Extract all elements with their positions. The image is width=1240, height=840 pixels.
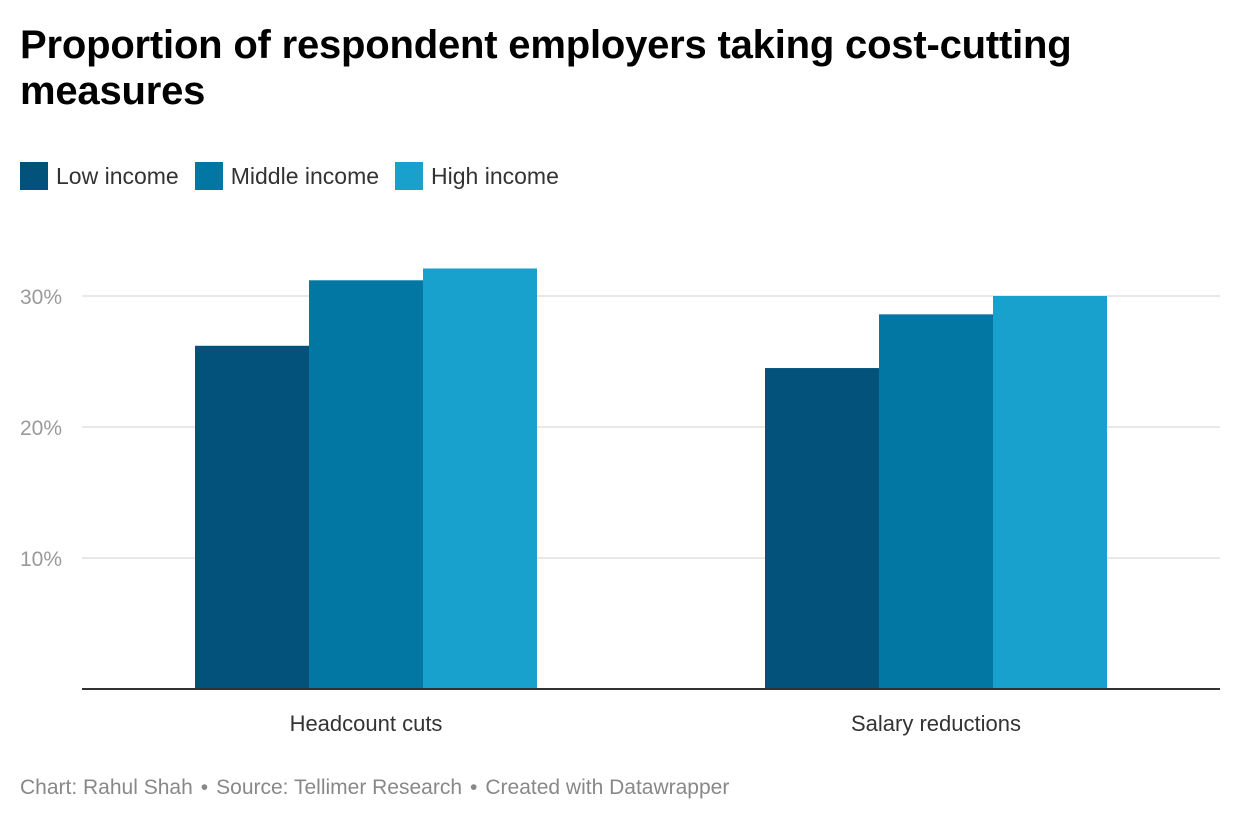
legend-label-high-income: High income	[431, 162, 559, 189]
legend-label-middle-income: Middle income	[230, 162, 380, 189]
y-tick-label: 20%	[20, 417, 62, 440]
bar	[309, 280, 423, 689]
legend: Low income Middle income High income	[20, 160, 575, 192]
bar-chart: 10% 20% 30% Headcount cuts Salary reductions	[20, 268, 1220, 736]
chart-title: Proportion of respondent employers takin…	[20, 23, 1072, 113]
created-with-credit: Created with Datawrapper	[485, 776, 730, 799]
legend-swatch-low-income	[20, 162, 48, 190]
legend-swatch-high-income	[395, 162, 424, 190]
bar	[423, 268, 537, 689]
legend-swatch-middle-income	[194, 162, 223, 190]
y-tick-label: 10%	[20, 548, 62, 571]
footer-separator: •	[470, 776, 478, 799]
bar	[765, 368, 879, 689]
bar	[993, 296, 1107, 689]
x-tick-label: Headcount cuts	[290, 711, 443, 736]
source-credit: Source: Tellimer Research	[216, 776, 463, 799]
y-tick-label: 30%	[20, 286, 62, 309]
legend-item-low-income: Low income	[20, 162, 179, 190]
x-tick-label: Salary reductions	[851, 711, 1021, 736]
bar	[879, 314, 993, 689]
chart-credit: Chart: Rahul Shah	[20, 776, 193, 799]
legend-item-middle-income: Middle income	[194, 162, 380, 190]
legend-item-high-income: High income	[395, 162, 559, 190]
chart-footer: Chart: Rahul Shah • Source: Tellimer Resea…	[20, 776, 729, 800]
footer-separator: •	[200, 776, 209, 799]
legend-label-low-income: Low income	[56, 162, 179, 189]
bar	[195, 345, 309, 689]
